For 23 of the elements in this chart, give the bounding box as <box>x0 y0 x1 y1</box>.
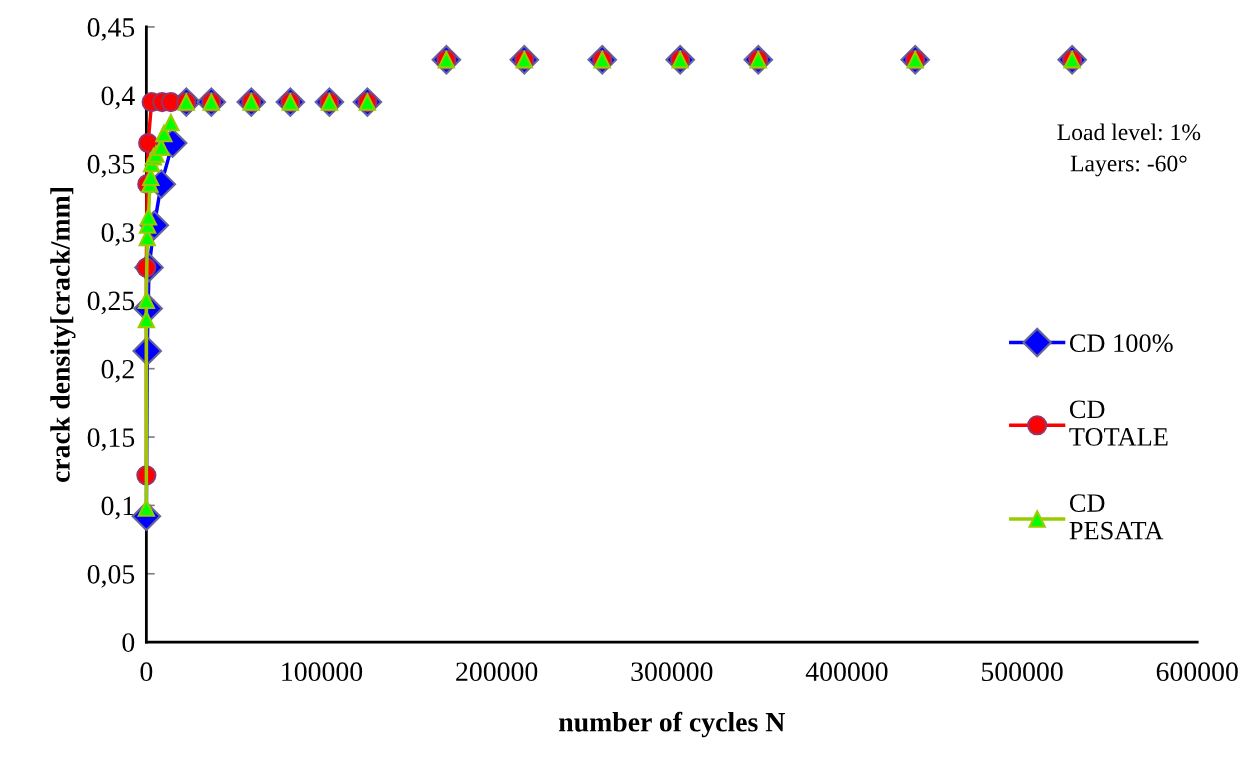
y-tick-label: 0,1 <box>101 496 134 520</box>
x-tick-label: 300000 <box>631 662 713 682</box>
x-tick-label: 200000 <box>456 662 538 682</box>
x-tick-label: 600000 <box>1156 662 1238 682</box>
legend-label: CD 100% <box>1069 334 1173 353</box>
x-tick-label: 0 <box>140 662 153 682</box>
x-axis-title: number of cycles N <box>558 711 785 738</box>
y-tick-label: 0 <box>122 633 135 653</box>
y-tick-label: 0,25 <box>87 291 135 315</box>
y-tick-label: 0,15 <box>87 428 135 451</box>
y-tick-label: 0,05 <box>87 564 135 588</box>
legend-label: CD PESATA <box>1069 494 1164 540</box>
y-axis-title: crack density[crack/mm] <box>50 188 76 483</box>
y-tick-label: 0,4 <box>101 86 135 110</box>
legend-label: CD TOTALE <box>1069 400 1168 446</box>
y-tick-label: 0,3 <box>101 223 135 246</box>
x-tick-label: 100000 <box>282 662 363 682</box>
y-tick-label: 0,2 <box>101 359 134 383</box>
annotation: Load level: 1% Layers: -60° <box>1057 123 1201 177</box>
x-tick-label: 400000 <box>805 662 888 682</box>
x-tick-label: 500000 <box>982 662 1063 682</box>
y-tick-label: 0,35 <box>87 154 135 178</box>
y-tick-label: 0,45 <box>87 18 135 41</box>
